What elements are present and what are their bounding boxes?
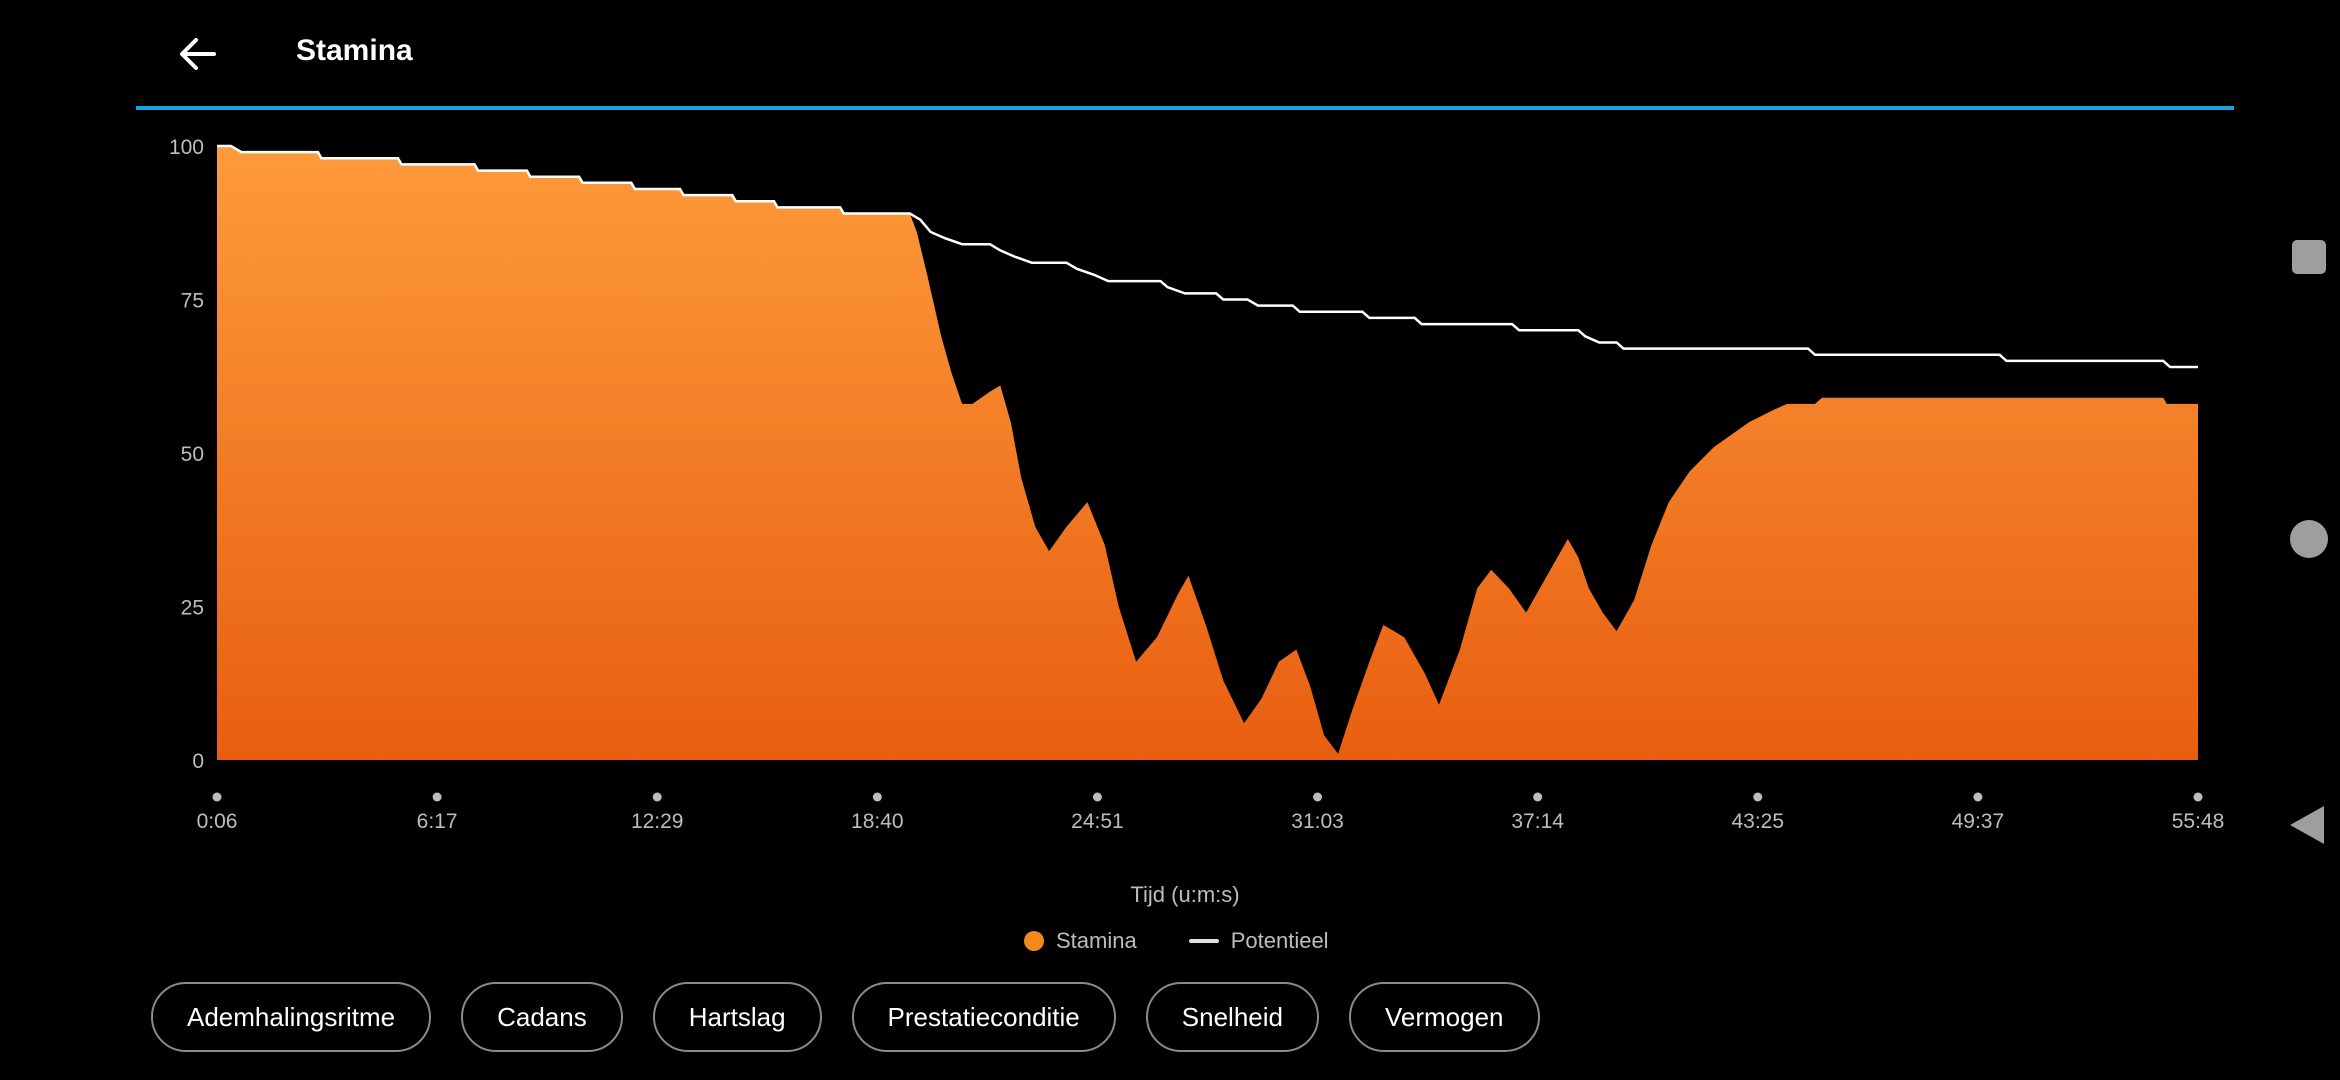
system-navigation-bar — [2240, 0, 2340, 1080]
x-tick-label: 0:06 — [197, 810, 238, 833]
orange-dot-icon — [1024, 931, 1044, 951]
x-tick-label: 31:03 — [1291, 810, 1344, 833]
square-icon[interactable] — [2292, 240, 2326, 274]
legend-label-stamina: Stamina — [1056, 928, 1137, 953]
stamina-area — [217, 146, 2198, 760]
x-tick-dot — [432, 792, 442, 802]
x-axis: 0:06 6:17 12:29 18:40 24:51 31:03 37:14 43:25 49… — [197, 792, 2225, 833]
legend-item-potential: Potentieel — [1188, 928, 1329, 954]
page-title: Stamina — [296, 34, 413, 67]
x-tick-label: 18:40 — [851, 810, 904, 833]
metric-button-row: Ademhalingsritme Cadans Hartslag Prestat… — [151, 982, 1540, 1052]
x-tick-dot — [212, 792, 222, 802]
app-header: Stamina — [0, 0, 2340, 110]
metric-button-vermogen[interactable]: Vermogen — [1348, 982, 1540, 1052]
back-button[interactable] — [168, 26, 228, 82]
arrow-left-icon — [180, 38, 216, 70]
x-axis-title: Tijd (u:m:s) — [1130, 882, 1240, 907]
metric-button-snelheid[interactable]: Snelheid — [1145, 982, 1319, 1052]
legend-item-stamina: Stamina — [1024, 928, 1137, 954]
x-tick-dot — [1973, 792, 1983, 802]
x-tick-dot — [652, 792, 662, 802]
x-tick-dot — [1313, 792, 1323, 802]
y-tick-label: 50 — [181, 443, 204, 466]
y-axis: 100 75 50 25 0 — [169, 136, 204, 773]
x-tick-dot — [1753, 792, 1763, 802]
y-tick-label: 25 — [181, 597, 204, 620]
metric-button-hartslag[interactable]: Hartslag — [652, 982, 822, 1052]
x-tick-dot — [1533, 792, 1543, 802]
chart-legend: Stamina Potentieel — [1024, 928, 1381, 954]
x-tick-label: 49:37 — [1952, 810, 2005, 833]
metric-button-cadans[interactable]: Cadans — [461, 982, 623, 1052]
white-line-icon — [1188, 939, 1219, 943]
x-tick-label: 55:48 — [2172, 810, 2225, 833]
x-tick-dot — [872, 792, 882, 802]
x-tick-label: 43:25 — [1731, 810, 1784, 833]
y-tick-label: 0 — [192, 750, 204, 773]
x-tick-label: 24:51 — [1071, 810, 1124, 833]
circle-icon[interactable] — [2290, 520, 2328, 558]
triangle-back-icon[interactable] — [2290, 806, 2324, 844]
x-tick-label: 12:29 — [631, 810, 684, 833]
x-tick-label: 6:17 — [417, 810, 458, 833]
metric-button-prestatieconditie[interactable]: Prestatieconditie — [851, 982, 1116, 1052]
series-layer — [217, 144, 2198, 760]
x-tick-dot — [1092, 792, 1102, 802]
y-tick-label: 75 — [181, 290, 204, 313]
x-tick-label: 37:14 — [1511, 810, 1564, 833]
y-tick-label: 100 — [169, 136, 204, 159]
header-divider — [136, 106, 2234, 110]
legend-label-potential: Potentieel — [1230, 928, 1329, 953]
x-tick-dot — [2193, 792, 2203, 802]
metric-button-ademhalingsritme[interactable]: Ademhalingsritme — [151, 982, 432, 1052]
potential-line — [217, 144, 2198, 369]
